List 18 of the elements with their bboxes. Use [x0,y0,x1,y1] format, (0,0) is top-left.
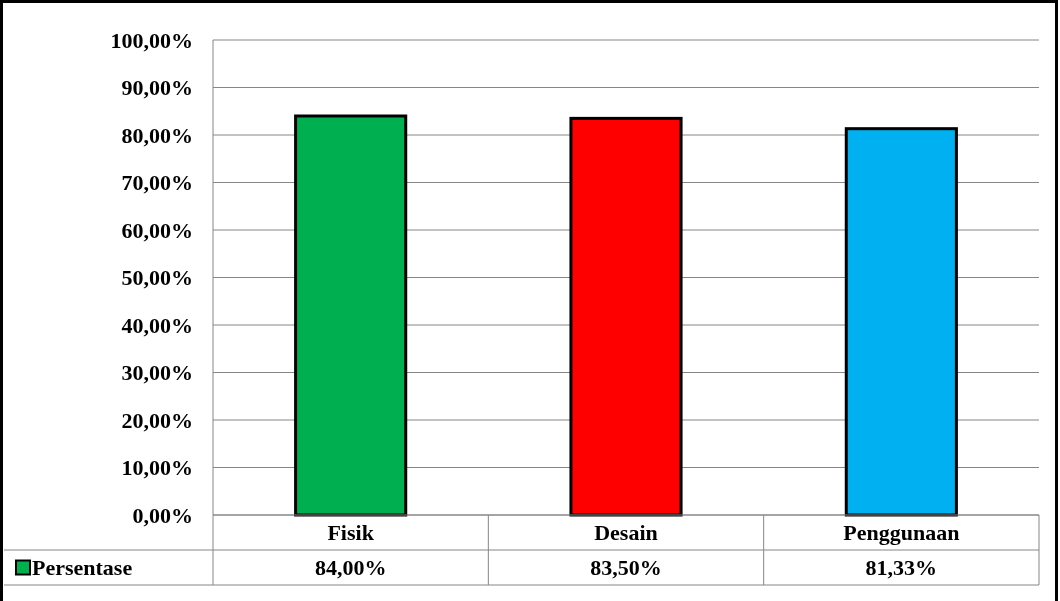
y-tick-label: 40,00% [121,312,193,338]
y-tick-label: 30,00% [121,360,193,386]
y-tick-label: 50,00% [121,265,193,291]
y-tick-label: 0,00% [132,502,193,528]
x-tick-label: Desain [594,520,658,546]
y-tick-label: 60,00% [121,217,193,243]
y-tick-label: 100,00% [110,27,193,53]
data-label: 84,00% [314,555,387,581]
data-label: 83,50% [590,555,662,581]
y-tick-label: 20,00% [121,407,193,433]
y-tick-label: 10,00% [121,455,193,481]
y-tick-label: 70,00% [121,170,193,196]
x-tick-label: Fisik [327,520,375,546]
legend-label: Persentase [32,555,133,581]
y-tick-label: 80,00% [121,122,193,148]
data-label: 81,33% [865,555,938,581]
y-tick-label: 90,00% [121,75,193,101]
x-tick-label: Penggunaan [843,520,960,546]
